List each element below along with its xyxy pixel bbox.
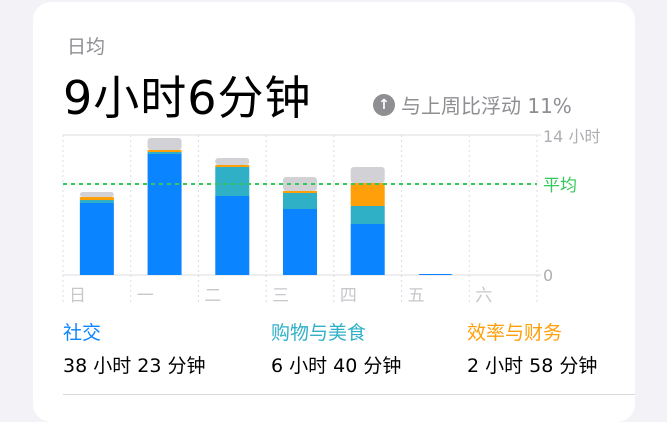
- bar-segment[interactable]: [350, 206, 385, 224]
- x-tick-label: 日: [69, 286, 86, 306]
- legend-social[interactable]: 社交 38 小时 23 分钟: [63, 318, 205, 378]
- x-tick-label: 六: [475, 286, 492, 306]
- x-tick-label: 二: [204, 286, 221, 306]
- divider: [63, 394, 635, 395]
- bar-segment[interactable]: [350, 183, 385, 206]
- legend-label: 购物与美食: [271, 322, 367, 344]
- arrow-up-circle-icon: ↑: [373, 93, 395, 116]
- bar-segment[interactable]: [418, 274, 453, 275]
- daily-usage-chart[interactable]: 平均 14 小时 0 日 一 二 三 四 五 六: [33, 2, 635, 322]
- x-tick-label: 一: [137, 286, 154, 306]
- bar-segment[interactable]: [147, 152, 182, 154]
- bar-segment[interactable]: [215, 167, 250, 196]
- bar-segment[interactable]: [215, 196, 250, 275]
- bar-segment[interactable]: [79, 192, 114, 197]
- bar-segment[interactable]: [350, 167, 385, 183]
- bar-segment[interactable]: [147, 150, 182, 152]
- legend-value: 6 小时 40 分钟: [271, 355, 402, 377]
- x-tick-label: 四: [340, 286, 357, 306]
- weekly-comparison-text: 与上周比浮动 11%: [401, 94, 572, 118]
- screen-time-card: 日均 9小时6分钟 ↑ 与上周比浮动 11% 平均 14 小时 0 日 一 二 三 四 五 六 社…: [33, 2, 635, 422]
- bar-segment[interactable]: [283, 177, 317, 191]
- bar-segment[interactable]: [283, 191, 317, 193]
- average-label: 平均: [543, 176, 577, 196]
- bar-segment[interactable]: [283, 209, 317, 275]
- legend-label: 效率与财务: [467, 322, 563, 344]
- bar-segment[interactable]: [79, 197, 114, 200]
- bar-segment[interactable]: [283, 193, 317, 209]
- bar-segment[interactable]: [79, 203, 114, 275]
- bar-segment[interactable]: [350, 224, 385, 275]
- legend-value: 38 小时 23 分钟: [63, 355, 206, 377]
- bar-segment[interactable]: [79, 200, 114, 203]
- x-tick-label: 三: [272, 286, 289, 306]
- x-tick-label: 五: [408, 286, 425, 306]
- bar-segment[interactable]: [215, 158, 250, 165]
- legend-label: 社交: [63, 322, 102, 344]
- y-tick-label: 0: [543, 266, 553, 285]
- weekly-comparison: ↑ 与上周比浮动 11%: [373, 90, 572, 119]
- bar-segment[interactable]: [215, 165, 250, 167]
- bar-segment[interactable]: [147, 154, 182, 275]
- legend-productivity[interactable]: 效率与财务 2 小时 58 分钟: [467, 318, 597, 378]
- legend-shopping-food[interactable]: 购物与美食 6 小时 40 分钟: [271, 318, 401, 378]
- y-tick-label: 14 小时: [543, 127, 600, 146]
- daily-average-time: 9小时6分钟: [63, 71, 312, 125]
- legend-value: 2 小时 58 分钟: [467, 355, 598, 377]
- bar-segment[interactable]: [147, 138, 182, 150]
- daily-average-label: 日均: [67, 36, 106, 58]
